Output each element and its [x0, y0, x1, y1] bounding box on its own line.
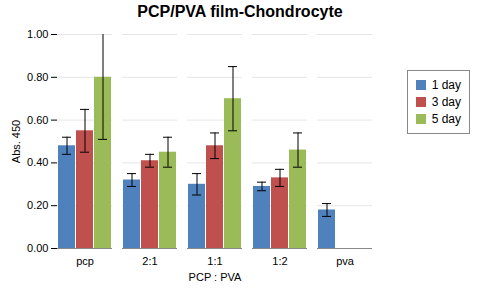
- svg-text:1:1: 1:1: [207, 255, 222, 267]
- svg-text:pva: pva: [336, 255, 355, 267]
- svg-text:0.60: 0.60: [27, 114, 48, 126]
- svg-text:PCP : PVA: PCP : PVA: [189, 271, 242, 283]
- html-text:5 day: 5 day: [431, 112, 461, 126]
- svg-text:0.80: 0.80: [27, 71, 48, 83]
- svg-text:Abs. 450: Abs. 450: [10, 120, 22, 163]
- svg-text:0.20: 0.20: [27, 199, 48, 211]
- html-text:1 day: 1 day: [431, 78, 461, 92]
- html-text:3 day: 3 day: [431, 95, 461, 109]
- svg-text:2:1: 2:1: [142, 255, 157, 267]
- svg-text:1:2: 1:2: [272, 255, 287, 267]
- html-text:PCP/PVA film-Chondrocyte: PCP/PVA film-Chondrocyte: [137, 3, 343, 20]
- svg-text:0.00: 0.00: [27, 242, 48, 254]
- svg-text:1.00: 1.00: [27, 28, 48, 40]
- svg-text:0.40: 0.40: [27, 156, 48, 168]
- svg-text:pcp: pcp: [76, 255, 94, 267]
